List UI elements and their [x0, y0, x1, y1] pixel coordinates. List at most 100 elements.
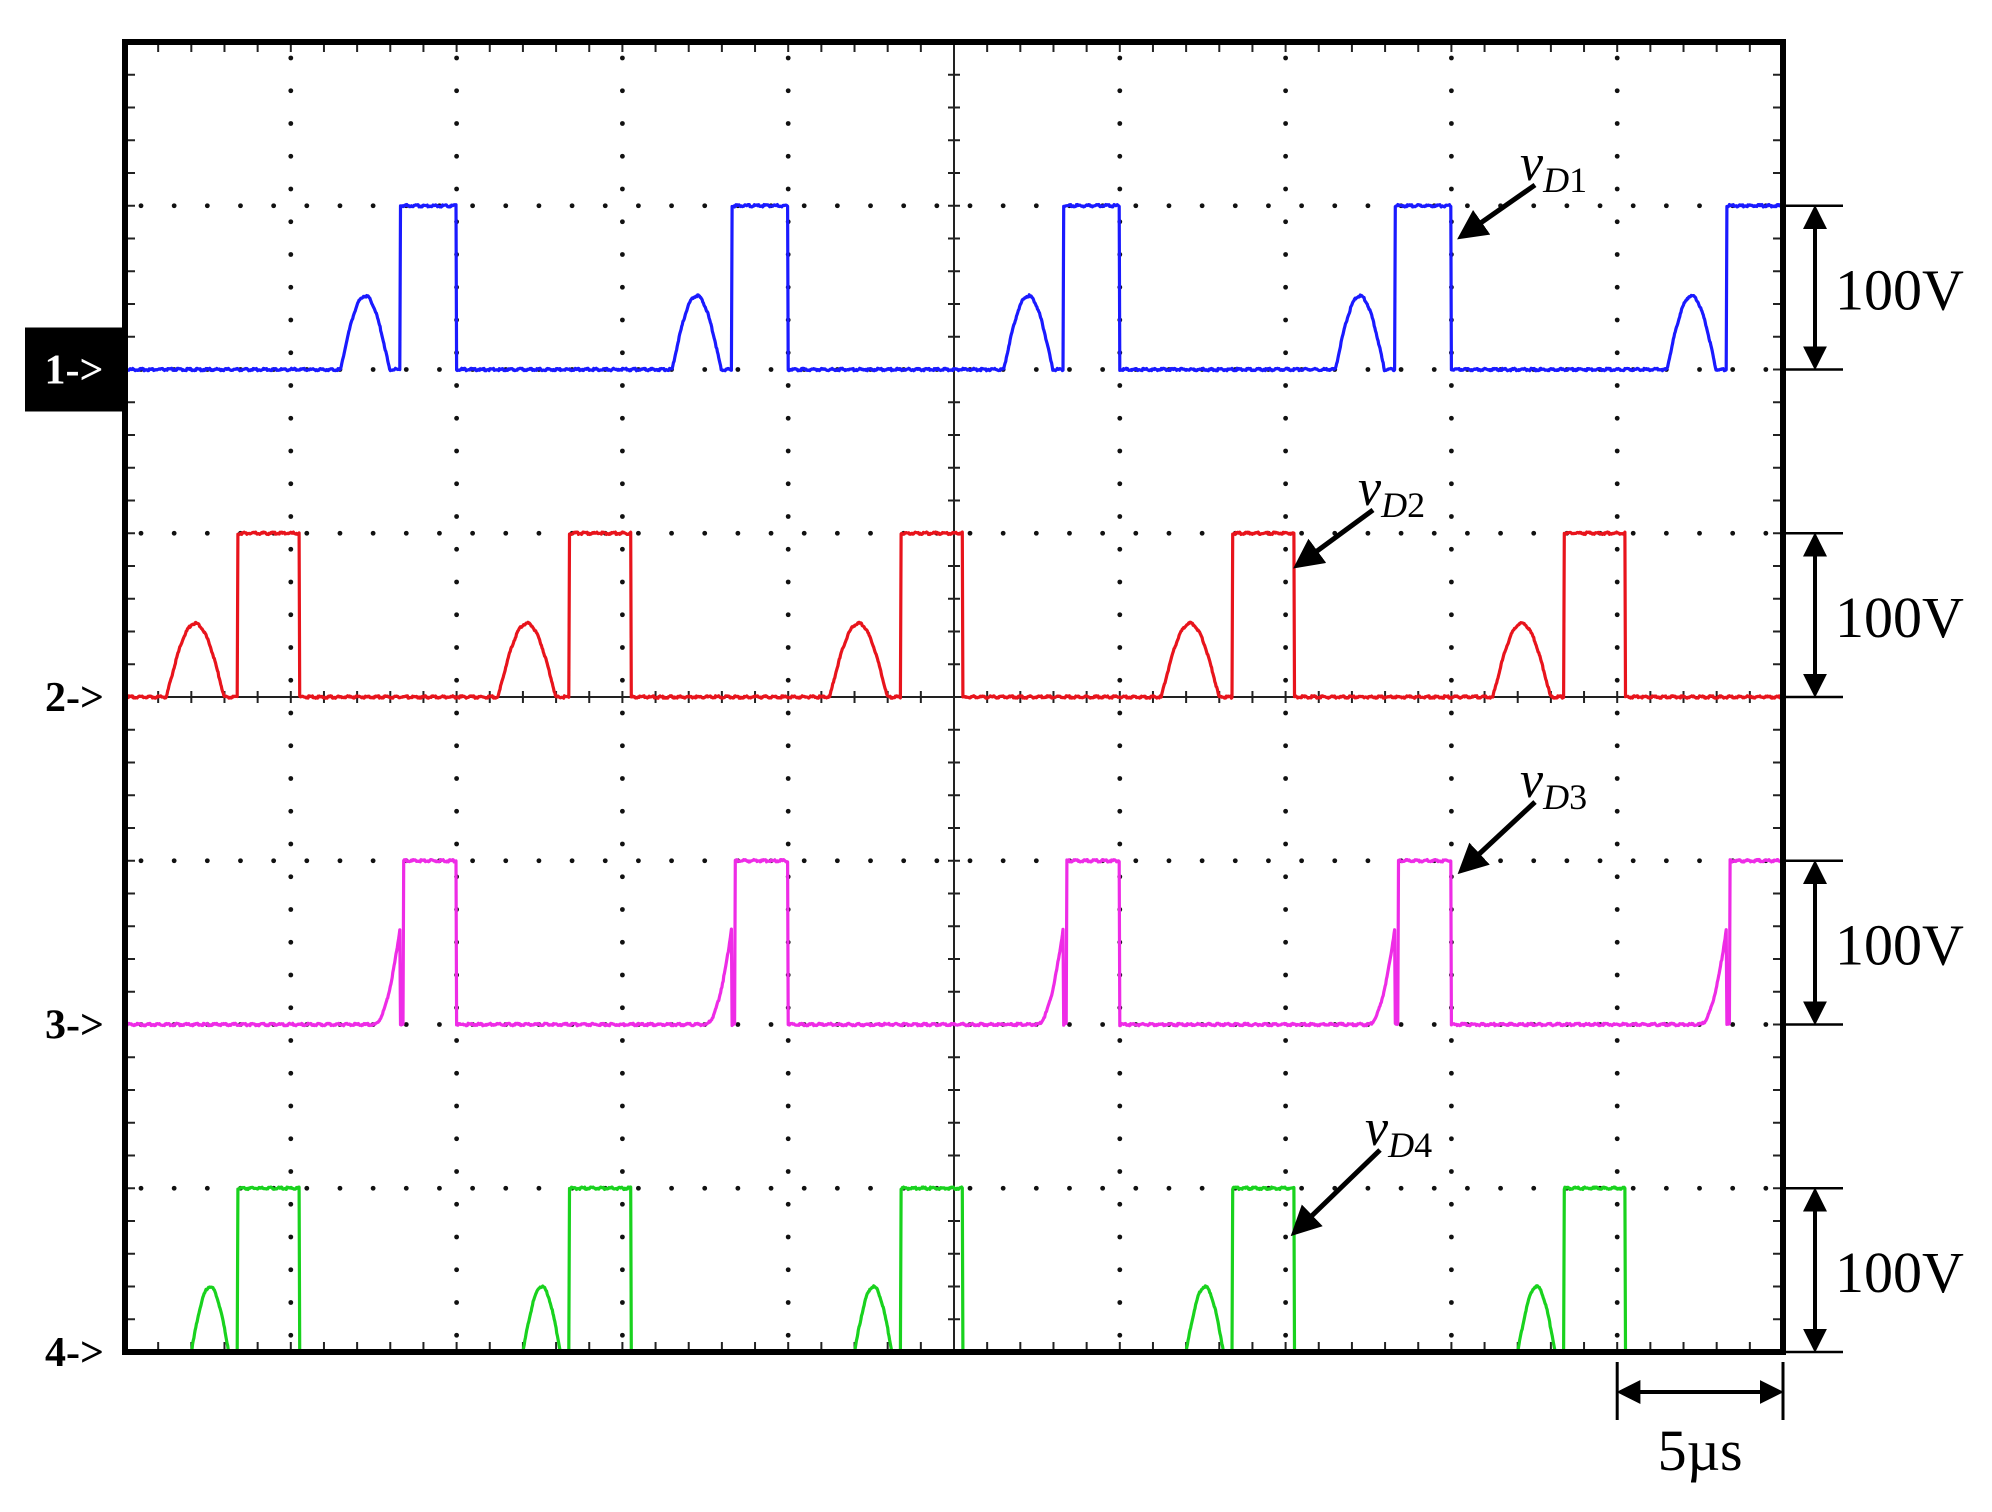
grid-dot: [454, 710, 459, 716]
grid-dot: [1117, 415, 1123, 421]
grid-dot: [288, 317, 294, 323]
grid-dot: [1117, 1300, 1123, 1305]
trace-label-subscript: D2: [1380, 485, 1425, 525]
grid-dot: [1614, 1201, 1620, 1207]
grid-dot: [1449, 1038, 1454, 1043]
grid-dot: [1117, 481, 1123, 487]
grid-dot: [1614, 252, 1620, 257]
grid-dot: [1730, 367, 1736, 372]
grid-dot: [785, 1038, 791, 1043]
grid-dot: [1614, 546, 1620, 552]
trace-label-d4: vD4: [1365, 1100, 1432, 1165]
grid-dot: [620, 121, 625, 126]
grid-dot: [868, 1185, 873, 1191]
grid-dot: [288, 481, 294, 487]
grid-dot: [735, 1022, 741, 1027]
grid-dot: [1332, 203, 1338, 209]
grid-dot: [288, 874, 294, 880]
grid-dot: [801, 530, 807, 536]
grid-dot: [454, 55, 459, 61]
grid-dot: [1449, 1070, 1454, 1076]
grid-dot: [370, 203, 376, 209]
grid-dot: [901, 203, 907, 209]
grid-dot: [288, 1201, 294, 1207]
grid-dot: [1117, 579, 1123, 585]
grid-dot: [785, 1300, 791, 1305]
grid-dot: [454, 383, 459, 388]
grid-dot: [620, 1300, 625, 1305]
grid-dot: [271, 858, 277, 864]
grid-dot: [304, 530, 310, 536]
trace-label-subscript-number: 1: [1569, 160, 1587, 200]
grid-dot: [1614, 284, 1620, 290]
grid-dot: [1449, 1332, 1454, 1338]
grid-dot: [1465, 530, 1470, 536]
grid-dot: [288, 1169, 294, 1174]
grid-dot: [735, 1185, 741, 1191]
grid-dot: [1498, 1185, 1503, 1191]
grid-dot: [288, 972, 294, 978]
grid-dot: [1283, 612, 1288, 618]
grid-dot: [1283, 1332, 1288, 1338]
grid-dot: [1117, 841, 1123, 847]
grid-dot: [834, 858, 840, 864]
grid-dot: [801, 858, 807, 864]
grid-dot: [785, 841, 791, 847]
grid-dot: [1283, 645, 1288, 650]
trace-label-subscript-letter: D: [1380, 485, 1407, 525]
grid-dot: [1398, 367, 1404, 372]
grid-dot: [620, 677, 625, 683]
grid-dot: [288, 55, 294, 61]
grid-dot: [1614, 219, 1620, 225]
grid-dot: [454, 645, 459, 650]
grid-dot: [1398, 1185, 1404, 1191]
grid-dot: [620, 645, 625, 650]
grid-dot: [1067, 1185, 1072, 1191]
trace-label-d1: vD1: [1520, 135, 1587, 200]
grid-dot: [1133, 203, 1139, 209]
grid-dot: [1100, 367, 1106, 372]
grid-dot: [1614, 88, 1620, 94]
grid-dot: [1630, 203, 1636, 209]
grid-dot: [1431, 1185, 1437, 1191]
grid-dot: [1166, 858, 1172, 864]
grid-dot: [1283, 808, 1288, 814]
trace-label-arrow: [1457, 182, 1537, 240]
grid-dot: [454, 776, 459, 781]
grid-dot: [1067, 367, 1072, 372]
grid-dot: [785, 88, 791, 94]
grid-dot: [1100, 530, 1106, 536]
grid-dot: [967, 1185, 973, 1191]
grid-dot: [1283, 252, 1288, 257]
grid-dot: [569, 203, 575, 209]
grid-dot: [669, 1185, 674, 1191]
grid-dot: [1117, 383, 1123, 388]
grid-dot: [620, 514, 625, 519]
grid-dot: [636, 1185, 641, 1191]
grid-dot: [454, 743, 459, 749]
grid-dot: [1697, 203, 1702, 209]
grid-dot: [454, 579, 459, 585]
channel-1-marker: 1->: [45, 348, 104, 394]
grid-dot: [1614, 612, 1620, 618]
grid-dot: [1614, 1103, 1620, 1109]
grid-dot: [1531, 1185, 1537, 1191]
grid-dot: [1614, 677, 1620, 683]
grid-dot: [304, 858, 310, 864]
grid-dot: [1283, 317, 1288, 323]
grid-dot: [620, 776, 625, 781]
grid-dot: [1117, 546, 1123, 552]
channel-1-marker-box: [25, 327, 123, 412]
grid-dot: [288, 907, 294, 912]
grid-dot: [454, 1136, 459, 1142]
grid-dot: [1283, 743, 1288, 749]
grid-dot: [620, 1201, 625, 1207]
grid-dot: [636, 858, 641, 864]
grid-dot: [470, 1185, 475, 1191]
grid-dot: [785, 481, 791, 487]
channel-markers: 1-> 2-> 3-> 4->: [25, 327, 123, 1376]
grid-dot: [620, 1234, 625, 1240]
grid-dot: [454, 612, 459, 618]
grid-dot: [1033, 858, 1039, 864]
trace-label-arrow: [1290, 1148, 1382, 1237]
